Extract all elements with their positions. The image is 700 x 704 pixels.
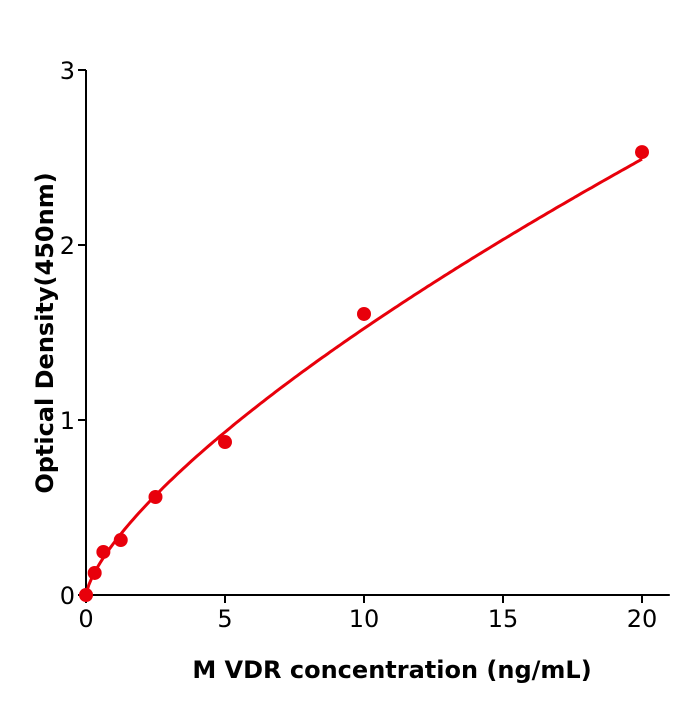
- data-point: [96, 544, 111, 559]
- x-tick-label: 5: [217, 605, 232, 633]
- y-tick-label: 1: [60, 407, 75, 435]
- x-tick-label: 10: [349, 605, 380, 633]
- x-tick-label: 15: [488, 605, 519, 633]
- y-tick-label: 0: [60, 582, 75, 610]
- data-point: [218, 435, 232, 450]
- axes: 0 5 10 15 20 0 1 2 3: [60, 57, 670, 633]
- x-tick-label: 0: [78, 605, 93, 633]
- x-axis-label: M VDR concentration (ng/mL): [192, 656, 591, 684]
- data-point: [635, 145, 649, 160]
- data-point: [79, 588, 93, 602]
- data-point: [113, 533, 128, 548]
- y-tick-label: 3: [60, 57, 75, 85]
- x-tick-label: 20: [627, 605, 658, 633]
- data-point: [87, 565, 102, 580]
- fit-curve: [84, 157, 643, 596]
- marks: [79, 145, 649, 602]
- y-axis-label: Optical Density(450nm): [31, 172, 59, 493]
- data-point: [357, 306, 371, 321]
- data-point: [148, 490, 163, 504]
- y-tick-label: 2: [60, 232, 75, 260]
